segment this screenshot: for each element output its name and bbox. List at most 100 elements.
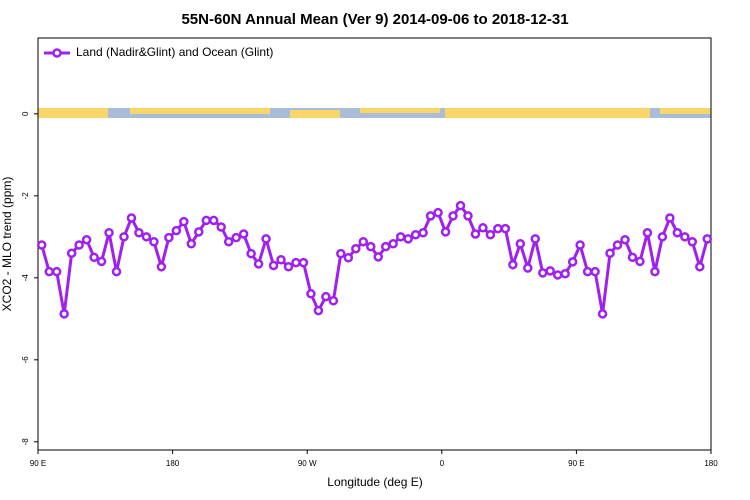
data-point <box>36 240 47 250</box>
data-point <box>493 223 503 234</box>
x-tick-label: 0 <box>440 459 445 468</box>
data-point <box>59 309 69 319</box>
data-point <box>627 252 638 263</box>
data-point <box>51 266 62 277</box>
x-tick-label: 180 <box>166 459 180 468</box>
data-point <box>470 229 481 239</box>
data-point <box>567 257 578 267</box>
y-axis-label: XCO2 - MLO trend (ppm) <box>0 177 14 312</box>
data-point <box>433 207 443 218</box>
data-point <box>194 227 204 237</box>
data-point <box>448 211 458 221</box>
data-point <box>582 266 593 277</box>
data-point <box>552 270 563 280</box>
data-point <box>74 240 84 250</box>
data-point <box>590 266 600 277</box>
x-tick-label: 90 E <box>568 459 584 468</box>
data-point <box>156 262 167 272</box>
data-point <box>672 227 683 238</box>
data-point <box>523 263 533 273</box>
data-point <box>246 248 256 259</box>
data-point <box>111 266 122 277</box>
data-point <box>313 305 324 316</box>
data-point <box>575 240 585 250</box>
data-point <box>418 227 428 238</box>
data-point <box>291 257 301 268</box>
x-tick-label: 180 <box>704 459 718 468</box>
y-tick-label: -8 <box>21 438 30 446</box>
data-point <box>515 239 526 249</box>
data-point <box>538 268 548 278</box>
x-axis-label: Longitude (deg E) <box>327 475 422 489</box>
data-point <box>261 234 271 244</box>
data-point <box>395 232 406 242</box>
data-point <box>81 234 92 245</box>
data-point <box>171 225 182 236</box>
legend-label: Land (Nadir&Glint) and Ocean (Glint) <box>76 45 273 59</box>
data-point <box>657 232 668 242</box>
data-point <box>388 239 398 249</box>
data-point <box>642 227 653 238</box>
data-point <box>231 232 241 243</box>
data-point <box>500 223 511 234</box>
data-point <box>635 256 645 267</box>
data-point <box>380 241 391 252</box>
data-point <box>268 260 279 271</box>
data-point <box>89 252 99 263</box>
data-point <box>253 259 264 269</box>
data-point <box>223 236 234 247</box>
data-point <box>665 213 675 223</box>
legend-marker <box>52 48 62 58</box>
data-point <box>208 215 219 226</box>
data-point <box>605 248 615 258</box>
data-point <box>620 234 630 245</box>
data-point <box>351 243 361 254</box>
data-point <box>545 266 555 276</box>
y-tick-label: -4 <box>21 274 30 282</box>
data-point <box>164 232 174 243</box>
data-point <box>478 223 488 233</box>
data-point <box>702 234 713 244</box>
data-point <box>336 248 346 259</box>
data-point <box>440 227 451 237</box>
x-tick-label: 90 W <box>298 459 317 468</box>
chart-title: 55N-60N Annual Mean (Ver 9) 2014-09-06 t… <box>181 11 568 28</box>
data-point <box>66 248 77 258</box>
data-point <box>96 256 107 267</box>
data-point <box>410 230 421 240</box>
data-point <box>44 266 54 277</box>
data-point <box>373 252 383 262</box>
data-point <box>134 227 144 238</box>
map-strip <box>38 108 711 118</box>
data-point <box>216 222 226 232</box>
data-point <box>298 257 309 268</box>
data-point <box>695 262 705 272</box>
data-point <box>508 259 518 270</box>
data-point <box>560 268 570 279</box>
data-point <box>306 289 316 299</box>
data-point <box>425 211 436 221</box>
data-point <box>530 234 541 244</box>
data-point <box>238 229 249 239</box>
data-point <box>687 236 698 247</box>
data-point <box>149 236 159 247</box>
data-point <box>276 255 286 265</box>
data-point <box>680 232 690 242</box>
data-point <box>597 309 608 319</box>
data-point <box>119 232 129 242</box>
data-point <box>366 241 376 252</box>
y-tick-label: -2 <box>21 192 30 200</box>
data-point <box>650 266 660 277</box>
data-point <box>328 296 339 306</box>
data-point <box>321 291 331 302</box>
data-point <box>186 239 197 249</box>
x-tick-label: 90 E <box>30 459 46 468</box>
data-point <box>403 234 413 244</box>
data-point <box>179 216 189 227</box>
data-point <box>343 252 354 263</box>
data-point <box>201 215 211 226</box>
y-tick-label: 0 <box>21 111 30 116</box>
data-point <box>104 227 114 238</box>
data-point <box>141 232 152 242</box>
